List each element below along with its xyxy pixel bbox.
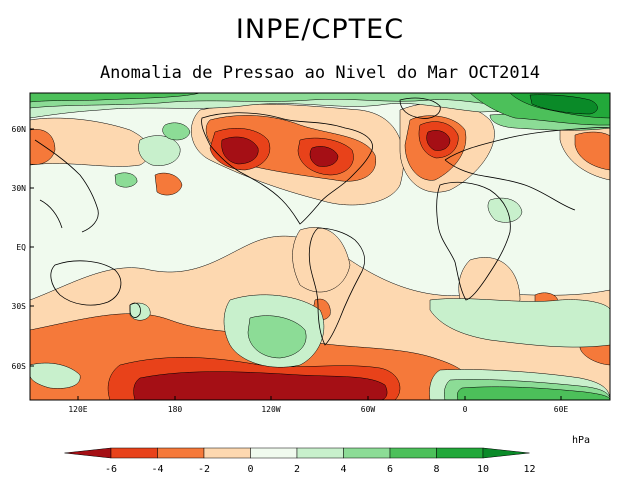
lon-label-0: 0 <box>463 405 468 414</box>
colorbar-segment <box>110 447 158 459</box>
map-subtitle: Anomalia de Pressao ao Nivel do Mar OCT2… <box>99 63 541 83</box>
lat-label-60s: 60S <box>12 362 27 371</box>
eurasia-outline <box>444 127 610 211</box>
colorbar-tick-label: 12 <box>523 464 535 475</box>
africa-outline <box>436 181 511 301</box>
colorbar-tick-label: -2 <box>198 464 210 475</box>
lon-label-180: 180 <box>168 405 183 414</box>
colorbar-segment <box>157 447 205 459</box>
map-field <box>30 93 610 400</box>
greenland-outline <box>399 97 441 119</box>
east-asia-outline <box>34 139 99 233</box>
continent-outlines <box>34 97 610 346</box>
colorbar-segment <box>203 447 251 459</box>
colorbar-tick-label: -6 <box>105 464 117 475</box>
colorbar-segment <box>436 447 484 459</box>
colorbar-segment <box>343 447 391 459</box>
colorbar-ticks: -6 -4 -2 0 2 4 6 8 10 12 <box>105 464 536 475</box>
new-zealand-outline <box>129 302 141 318</box>
lon-label-120w: 120W <box>261 405 280 414</box>
colorbar-segment <box>296 447 344 459</box>
lat-label-30n: 30N <box>12 184 27 193</box>
south-america-outline <box>308 227 365 346</box>
lat-label-60n: 60N <box>12 125 27 134</box>
latitude-axis: 60N 30N EQ 30S 60S <box>12 125 34 371</box>
lon-label-60e: 60E <box>554 405 569 414</box>
lat-label-eq: EQ <box>16 243 26 252</box>
extreme-positive-areas <box>509 93 610 119</box>
colorbar: hPa -6 -4 -2 0 2 4 6 8 10 12 <box>64 435 590 475</box>
colorbar-tick-label: 2 <box>294 464 300 475</box>
colorbar-segment <box>64 447 112 459</box>
colorbar-unit: hPa <box>572 435 590 446</box>
australia-outline <box>50 260 122 306</box>
colorbar-segment <box>482 447 530 459</box>
page-title: INPE/CPTEC <box>235 14 405 45</box>
lon-label-120e: 120E <box>68 405 87 414</box>
longitude-axis: 120E 180 120W 60W 0 60E <box>68 396 568 414</box>
colorbar-segment <box>250 447 298 459</box>
colorbar-tick-label: 8 <box>433 464 439 475</box>
colorbar-segment <box>389 447 437 459</box>
colorbar-tick-label: -4 <box>151 464 163 475</box>
extreme-negative-areas <box>133 130 451 400</box>
lon-label-60w: 60W <box>361 405 376 414</box>
colorbar-tick-label: 4 <box>340 464 346 475</box>
colorbar-tick-label: 0 <box>247 464 253 475</box>
lat-label-30s: 30S <box>12 302 27 311</box>
colorbar-tick-label: 10 <box>477 464 489 475</box>
colorbar-tick-label: 6 <box>387 464 393 475</box>
colorbar-segments <box>64 447 530 459</box>
north-america-outline <box>201 112 373 225</box>
